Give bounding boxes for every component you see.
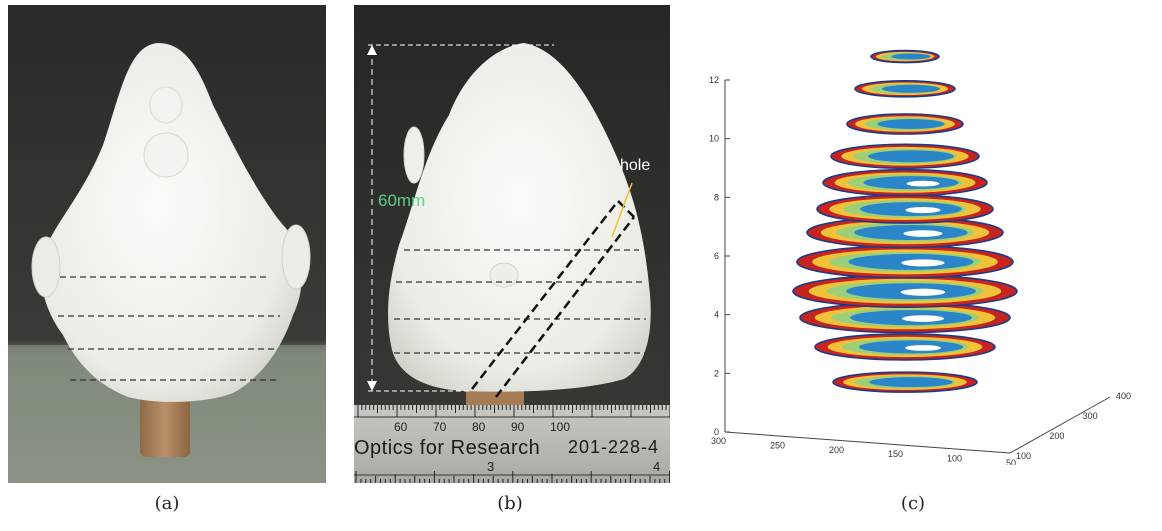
slice-lines [58, 276, 280, 381]
y-tick-label: 300 [1083, 411, 1098, 421]
ruler-tick-label: 80 [472, 420, 486, 434]
x-tick-label: 200 [829, 445, 844, 455]
ruler [354, 405, 670, 483]
caption-a: (a) [154, 493, 180, 514]
foam-phantom [40, 43, 302, 402]
ruler-tick-label: 70 [433, 420, 447, 434]
photo-front-view [8, 5, 326, 483]
slice-0 [832, 371, 978, 393]
hole-outline [471, 200, 635, 398]
stem [140, 395, 190, 457]
ruler-tick-label: 90 [511, 420, 525, 434]
z-tick-label: 6 [714, 251, 719, 261]
y-tick-label: 100 [1016, 451, 1031, 461]
z-tick-label: 8 [714, 192, 719, 202]
ruler-inch-label: 3 [487, 459, 495, 474]
slice-6 [816, 194, 994, 224]
x-tick-label: 50 [1006, 458, 1016, 465]
slice-10 [854, 79, 956, 98]
ruler-tick-label: 100 [550, 420, 571, 434]
caption-b: (b) [497, 493, 523, 514]
z-tick-label: 4 [714, 310, 719, 320]
slice-7 [822, 168, 988, 197]
hole-label: hole [620, 157, 651, 174]
slice-5 [806, 216, 1004, 249]
z-tick-label: 10 [709, 134, 719, 144]
foam-phantom [388, 43, 651, 392]
slice-1 [814, 333, 996, 361]
slice-2 [799, 301, 1011, 334]
x-tick-label: 100 [947, 454, 962, 464]
ruler-phone-text: 201-228-4 [568, 437, 660, 457]
ruler-inch-label: 4 [653, 459, 661, 474]
x-tick-label: 150 [888, 449, 903, 459]
height-marker [368, 44, 554, 392]
photo-side-view: 60mm hole Optics for Research 201-228-4 … [354, 5, 671, 483]
x-tick-label: 250 [770, 440, 785, 450]
ruler-tick-label: 60 [394, 420, 408, 434]
hole-leader-line [611, 182, 633, 238]
y-tick-label: 200 [1049, 431, 1064, 441]
caption-c: (c) [900, 493, 926, 514]
slice-8 [830, 143, 980, 170]
x-axis [724, 431, 1011, 454]
phantom-front-photo [8, 5, 326, 483]
slice-4 [796, 245, 1014, 279]
x-tick-label: 300 [711, 436, 726, 446]
y-axis [1009, 396, 1111, 454]
z-tick-label: 12 [709, 75, 719, 85]
slice-11 [870, 49, 940, 64]
phantom-side-photo [354, 5, 671, 483]
y-tick-label: 400 [1116, 391, 1131, 401]
slice-reconstruction-plot: 0 2 4 6 8 10 12 300 250 200 150 100 50 100 200 300 400 [690, 45, 1152, 468]
z-tick-label: 2 [714, 368, 719, 378]
ruler-brand-text: Optics for Research [354, 437, 541, 459]
slice-lines [394, 249, 646, 354]
height-label: 60mm [378, 191, 426, 210]
z-tick-label: 0 [714, 427, 719, 437]
slice-9 [846, 113, 964, 135]
slice-3 [792, 274, 1018, 308]
